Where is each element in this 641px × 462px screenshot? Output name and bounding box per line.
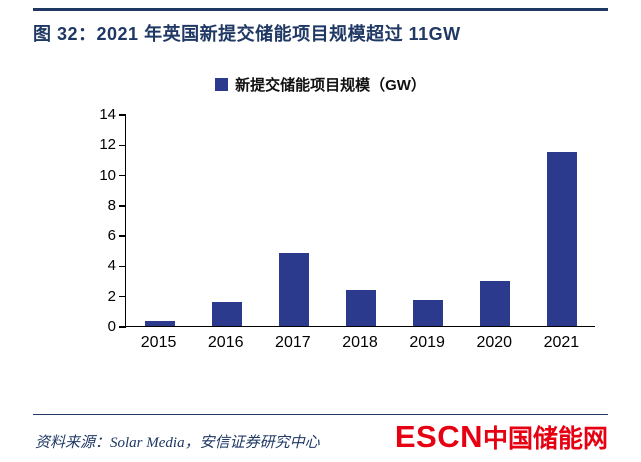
- bar-2016: [211, 301, 242, 326]
- chart-legend: 新提交储能项目规模（GW）: [0, 74, 641, 95]
- source-text: 资料来源：Solar Media，安信证券研究中心: [35, 435, 320, 451]
- escn-logo-chinese-text: 中国储能网: [482, 425, 608, 453]
- figure-title: 图 32：2021 年英国新提交储能项目规模超过 11GW: [33, 24, 461, 44]
- y-axis-label: 14: [99, 106, 116, 123]
- escn-logo-text: ESCN: [394, 419, 483, 454]
- top-divider: [33, 8, 608, 11]
- x-axis-label-2017: 2017: [275, 334, 311, 351]
- y-axis-label: 8: [107, 196, 116, 214]
- y-axis-tick: [119, 144, 126, 147]
- legend-label: 新提交储能项目规模（GW）: [235, 77, 426, 94]
- y-axis-tick: [119, 114, 126, 116]
- y-axis-label: 4: [107, 257, 116, 275]
- bar-2015: [144, 321, 175, 326]
- bar-2020: [480, 280, 511, 326]
- y-axis-tick: [119, 295, 126, 298]
- x-axis-label-2019: 2019: [409, 334, 445, 351]
- y-axis-label: 6: [107, 227, 116, 245]
- y-axis-label: 12: [99, 136, 116, 154]
- x-axis-label-2021: 2021: [543, 334, 580, 351]
- x-axis-label-2018: 2018: [342, 334, 378, 351]
- y-axis-label: 10: [99, 166, 116, 184]
- x-axis-label-2020: 2020: [476, 334, 513, 351]
- y-axis-tick: [119, 205, 126, 207]
- legend-swatch-icon: [215, 78, 229, 91]
- y-axis-tick: [119, 174, 126, 177]
- x-axis-label-2016: 2016: [207, 334, 244, 351]
- footer-divider: [33, 413, 608, 415]
- bar-2018: [346, 289, 376, 326]
- bar-2017: [278, 253, 309, 326]
- footer: 资料来源：Solar Media，安信证券研究中心 ESCN中国储能网: [0, 413, 641, 452]
- y-axis-label: 2: [107, 287, 116, 305]
- escn-logo: ESCN中国储能网: [395, 421, 608, 452]
- y-axis-tick: [119, 235, 126, 237]
- bar-2021: [547, 151, 578, 326]
- x-axis-labels: 2015 2016 2017 2018 2019 2020 2021: [125, 334, 595, 352]
- y-axis-tick: [119, 265, 126, 268]
- y-axis-label: 0: [107, 318, 116, 335]
- bar-2019: [413, 300, 444, 326]
- bar-chart: 0 2 4 6 8 10 12 14 2015 2016 2017 2018 2019 2020 2021: [99, 107, 595, 352]
- plot-area: 0 2 4 6 8 10 12 14: [99, 107, 595, 335]
- y-axis-tick: [119, 326, 126, 328]
- x-axis-label-2015: 2015: [140, 334, 177, 351]
